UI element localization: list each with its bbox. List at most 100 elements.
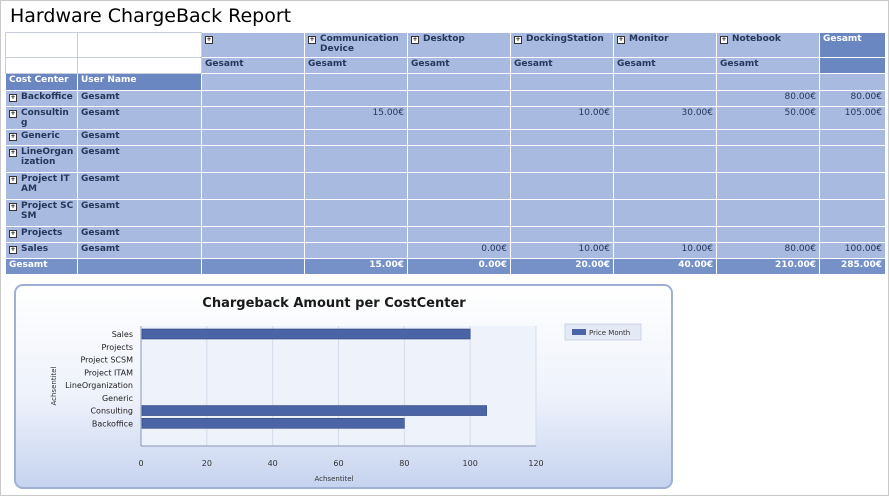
expand-column-icon[interactable]: + <box>617 36 625 44</box>
value-cell: 10.00€ <box>510 242 614 259</box>
cost-center-cell[interactable]: + LineOrganization <box>5 145 78 173</box>
expand-column-icon[interactable]: + <box>720 36 728 44</box>
user-name-cell: Gesamt <box>77 106 202 130</box>
row-total-cell <box>819 129 886 146</box>
value-cell <box>304 172 408 200</box>
category-label: Backoffice <box>92 419 133 428</box>
grand-total-sum: 285.00€ <box>819 258 886 275</box>
category-label: Project ITAM <box>84 368 133 377</box>
column-sub-header: Gesamt <box>613 57 717 74</box>
grand-total-value <box>201 258 305 275</box>
value-cell <box>613 172 717 200</box>
value-cell <box>716 199 820 227</box>
expand-row-icon[interactable]: + <box>9 110 17 118</box>
category-label: Generic <box>102 394 133 403</box>
table-row: + LineOrganization Gesamt <box>5 145 886 173</box>
cost-center-label: Project ITAM <box>21 174 70 194</box>
column-group-header[interactable]: + Notebook <box>716 32 820 58</box>
header-spacer-cell <box>201 73 305 91</box>
value-cell <box>510 145 614 173</box>
expand-row-icon[interactable]: + <box>9 203 17 211</box>
legend-box <box>564 323 642 341</box>
column-sub-header: Gesamt <box>510 57 614 74</box>
cost-center-label: Backoffice <box>21 92 73 102</box>
expand-column-icon[interactable]: + <box>308 36 316 44</box>
category-label: Consulting <box>90 407 133 416</box>
category-label: LineOrganization <box>65 381 133 390</box>
expand-row-icon[interactable]: + <box>9 246 17 254</box>
header-spacer-cell <box>716 73 820 91</box>
cost-center-label: Projects <box>21 228 63 238</box>
expand-column-icon[interactable]: + <box>411 36 419 44</box>
y-axis-title: Achsentitel <box>50 366 58 405</box>
column-group-header[interactable]: + DockingStation <box>510 32 614 58</box>
value-cell <box>304 90 408 107</box>
cost-center-cell[interactable]: + Consulting <box>5 106 78 130</box>
corner-cell <box>77 32 202 58</box>
table-row: + Backoffice Gesamt 80.00€ 80.00€ <box>5 90 886 107</box>
value-cell <box>510 90 614 107</box>
value-cell: 0.00€ <box>407 242 511 259</box>
expand-row-icon[interactable]: + <box>9 230 17 238</box>
grand-total-column-spacer <box>819 57 886 74</box>
cost-center-cell[interactable]: + Sales <box>5 242 78 259</box>
column-group-header[interactable]: + <box>201 32 305 58</box>
x-tick-label: 60 <box>333 459 343 468</box>
value-cell <box>407 106 511 130</box>
grand-total-value: 40.00€ <box>613 258 717 275</box>
value-cell <box>716 226 820 243</box>
header-spacer-cell <box>819 73 886 91</box>
user-name-cell: Gesamt <box>77 129 202 146</box>
value-cell <box>613 226 717 243</box>
value-cell <box>716 172 820 200</box>
column-group-label: Desktop <box>423 34 465 44</box>
user-name-cell: Gesamt <box>77 145 202 173</box>
cost-center-label: Project SCSM <box>21 201 74 221</box>
chart-frame: Chargeback Amount per CostCenter 0 20 40 60 8… <box>14 284 673 489</box>
table-row: + Projects Gesamt <box>5 226 886 243</box>
row-total-cell <box>819 172 886 200</box>
grand-total-value: 20.00€ <box>510 258 614 275</box>
header-spacer-cell <box>304 73 408 91</box>
bar <box>141 328 471 340</box>
value-cell <box>407 145 511 173</box>
expand-row-icon[interactable]: + <box>9 133 17 141</box>
value-cell <box>201 226 305 243</box>
column-group-header[interactable]: + Desktop <box>407 32 511 58</box>
expand-row-icon[interactable]: + <box>9 176 17 184</box>
row-total-cell <box>819 145 886 173</box>
value-cell: 10.00€ <box>613 242 717 259</box>
grand-total-row: Gesamt 15.00€ 0.00€ 20.00€ 40.00€ 210.00€ 285.… <box>5 258 886 275</box>
expand-column-icon[interactable]: + <box>205 36 213 44</box>
table-row: + Sales Gesamt 0.00€ 10.00€ 10.00€ 80.00€ 100.0… <box>5 242 886 259</box>
cost-center-cell[interactable]: + Project SCSM <box>5 199 78 227</box>
cost-center-label: Sales <box>21 244 49 254</box>
row-total-cell: 80.00€ <box>819 90 886 107</box>
cost-center-cell[interactable]: + Project ITAM <box>5 172 78 200</box>
header-spacer-cell <box>407 73 511 91</box>
cost-center-cell[interactable]: + Generic <box>5 129 78 146</box>
value-cell <box>716 145 820 173</box>
x-tick-label: 0 <box>138 459 143 468</box>
column-group-header[interactable]: + Communication Device <box>304 32 408 58</box>
cost-center-cell[interactable]: + Backoffice <box>5 90 78 107</box>
expand-row-icon[interactable]: + <box>9 94 17 102</box>
chart-panel: Chargeback Amount per CostCenter 0 20 40 60 8… <box>5 279 679 493</box>
column-sub-header: Gesamt <box>201 57 305 74</box>
header-spacer-cell <box>613 73 717 91</box>
column-group-label: Communication Device <box>320 34 399 54</box>
chargeback-bar-chart: Chargeback Amount per CostCenter 0 20 40 60 8… <box>50 296 642 483</box>
expand-column-icon[interactable]: + <box>514 36 522 44</box>
x-tick-label: 20 <box>202 459 212 468</box>
user-name-cell: Gesamt <box>77 226 202 243</box>
expand-row-icon[interactable]: + <box>9 149 17 157</box>
value-cell: 50.00€ <box>716 106 820 130</box>
value-cell <box>304 199 408 227</box>
cost-center-cell[interactable]: + Projects <box>5 226 78 243</box>
user-name-cell: Gesamt <box>77 199 202 227</box>
column-group-header[interactable]: + Monitor <box>613 32 717 58</box>
value-cell <box>716 129 820 146</box>
grand-total-value: 15.00€ <box>304 258 408 275</box>
value-cell <box>304 242 408 259</box>
